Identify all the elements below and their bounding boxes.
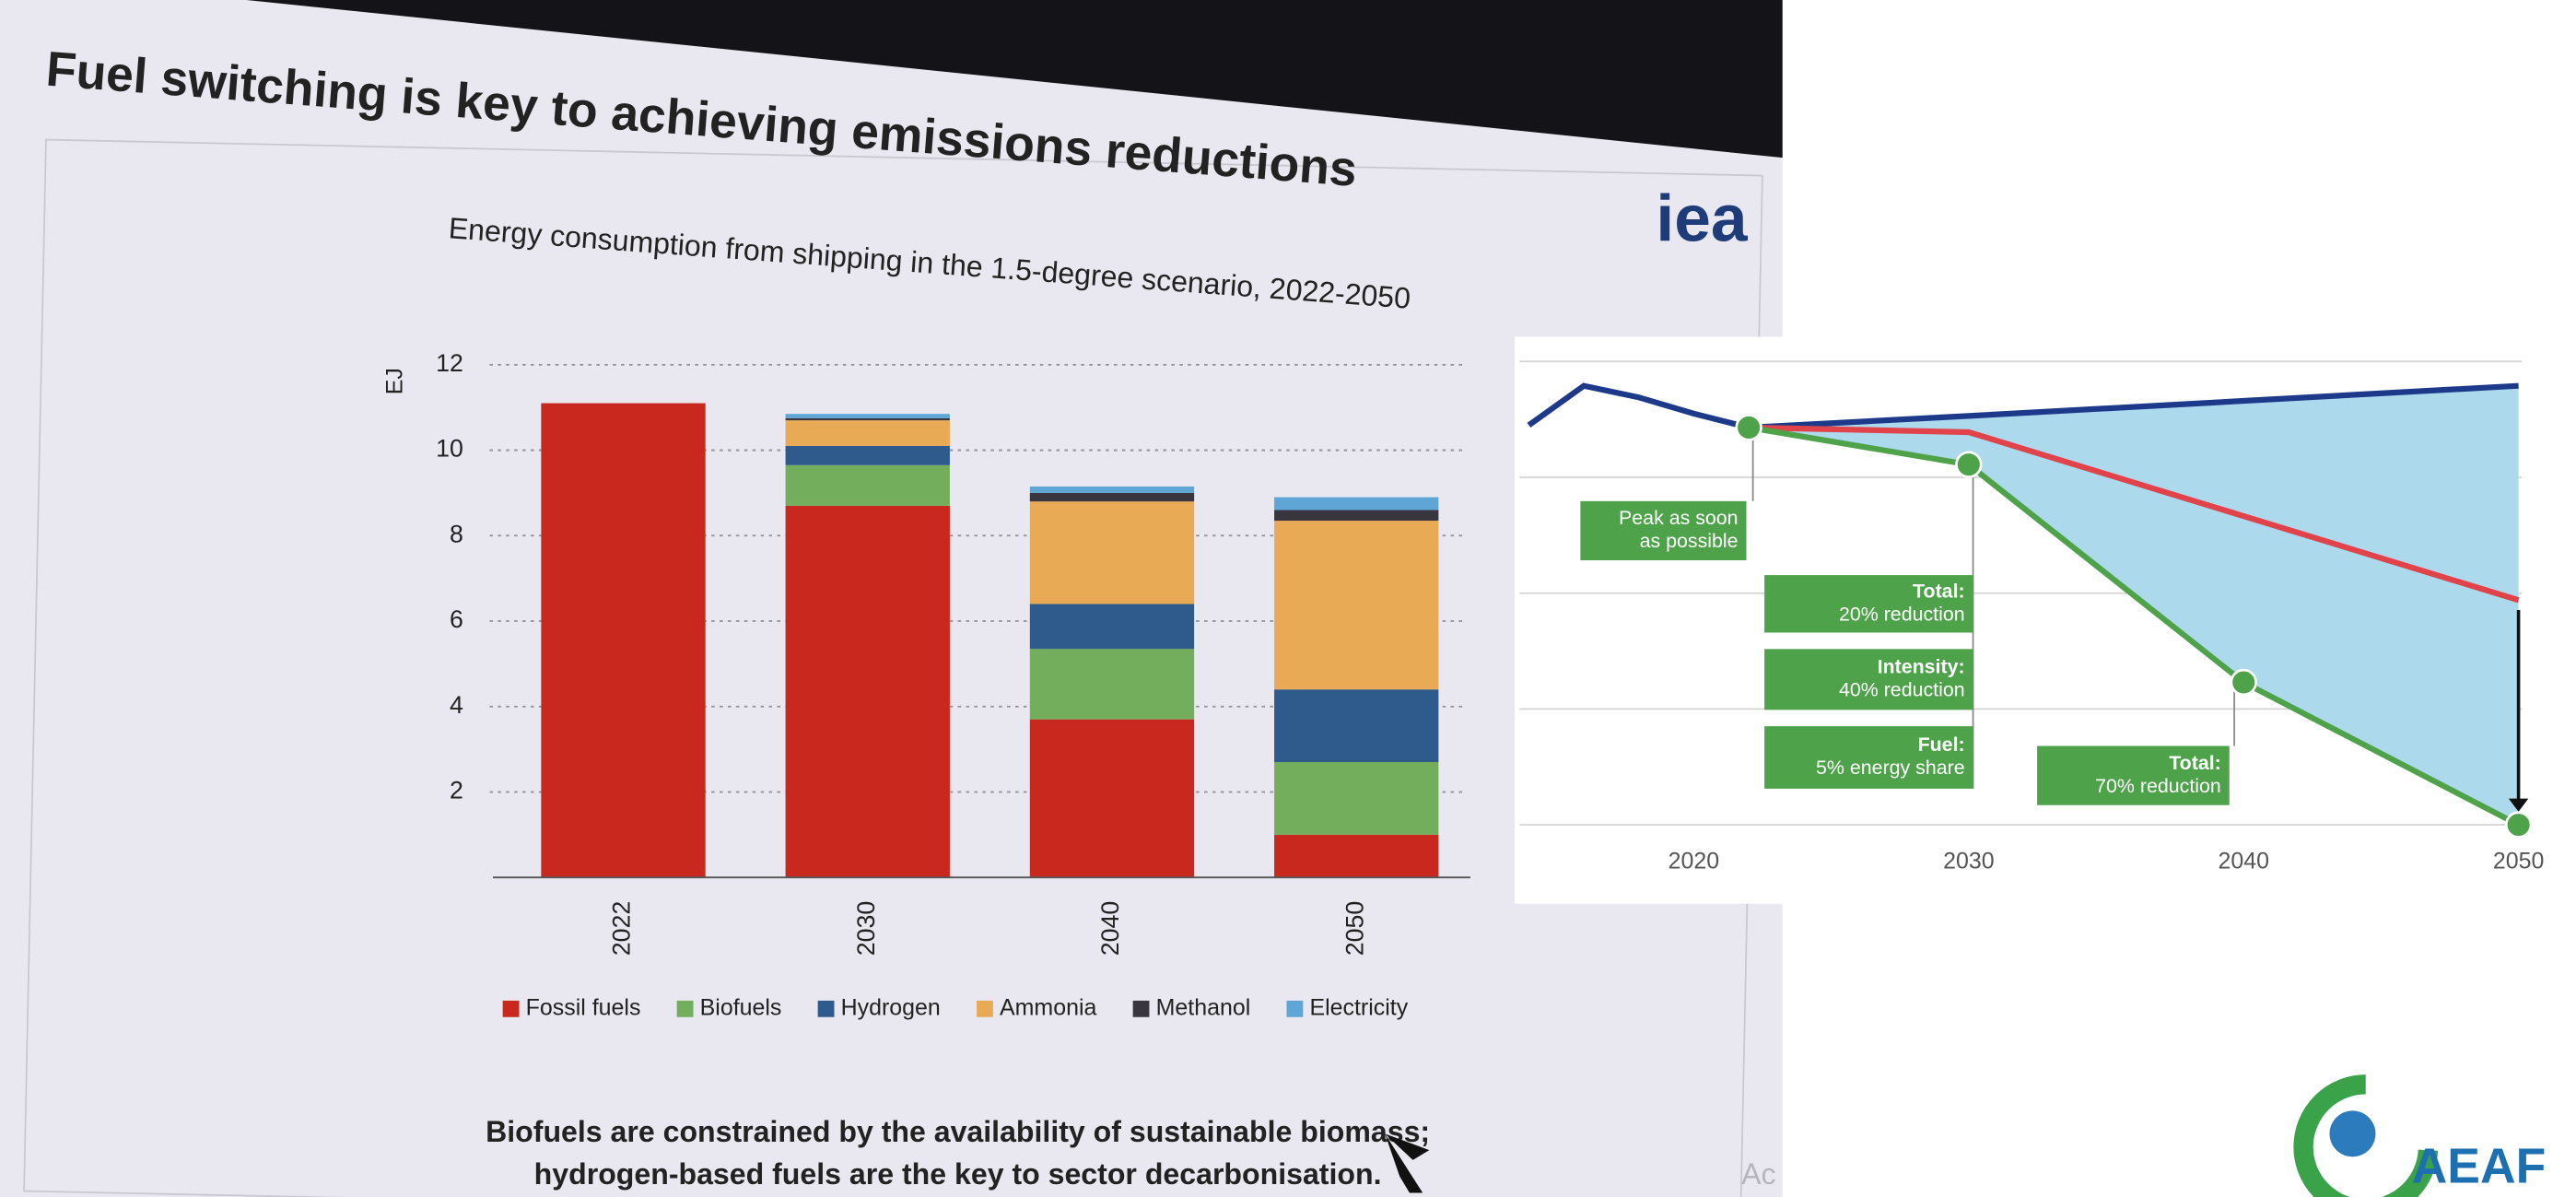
legend-swatch xyxy=(503,1001,520,1017)
bar-segment xyxy=(786,506,950,877)
point-marker xyxy=(2506,813,2531,838)
bar-segment xyxy=(1030,649,1194,719)
legend-swatch xyxy=(977,1001,993,1017)
logo-text: AEAF xyxy=(2412,1140,2547,1194)
annotation-text: Intensity: xyxy=(1878,655,1965,677)
annotation-text: 5% energy share xyxy=(1816,757,1965,779)
bar-segment xyxy=(1030,501,1194,604)
annotation-text: Total: xyxy=(1913,580,1965,602)
legend-label: Electricity xyxy=(1309,994,1408,1020)
annotation-text: 40% reduction xyxy=(1839,678,1965,700)
y-axis-label: EJ xyxy=(381,368,407,394)
bar-segment xyxy=(1030,487,1194,493)
x-tick-label: 2050 xyxy=(2493,849,2545,874)
y-tick-label: 2 xyxy=(450,777,463,804)
legend-swatch xyxy=(1133,1001,1150,1017)
annotation-text: as possible xyxy=(1640,530,1739,552)
annotation-text: Fuel: xyxy=(1918,733,1965,756)
bar-segment xyxy=(1030,720,1194,878)
x-tick-label: 2030 xyxy=(1943,849,1995,874)
point-marker xyxy=(1956,452,1981,477)
bar-segment xyxy=(1274,510,1438,521)
legend-label: Hydrogen xyxy=(841,994,941,1020)
bar-segment xyxy=(1274,689,1438,762)
legend-label: Ammonia xyxy=(1000,994,1097,1020)
bar-segment xyxy=(1274,498,1438,510)
legend-swatch xyxy=(1286,1001,1303,1017)
x-tick-label: 2040 xyxy=(1096,901,1124,956)
bar-segment xyxy=(1274,762,1438,835)
legend-label: Biofuels xyxy=(700,994,782,1020)
y-tick-label: 6 xyxy=(450,605,463,633)
point-marker xyxy=(2231,670,2256,695)
annotation-text: 70% reduction xyxy=(2095,775,2221,797)
y-tick-label: 8 xyxy=(450,520,463,547)
bar-segment xyxy=(786,414,950,418)
x-tick-label: 2022 xyxy=(608,901,636,956)
legend-swatch xyxy=(677,1001,694,1017)
bar-segment xyxy=(541,404,705,878)
x-tick-label: 2050 xyxy=(1341,901,1368,956)
watermark: Ac xyxy=(1741,1157,1775,1191)
legend-swatch xyxy=(818,1001,835,1017)
bar-segment xyxy=(786,418,950,420)
x-tick-label: 2020 xyxy=(1669,849,1720,874)
bar-segment xyxy=(786,446,950,465)
caption-line: hydrogen-based fuels are the key to sect… xyxy=(534,1157,1382,1191)
annotation-text: 20% reduction xyxy=(1839,603,1965,625)
x-tick-label: 2030 xyxy=(852,901,880,956)
y-tick-label: 4 xyxy=(450,691,463,719)
bar-segment xyxy=(1030,493,1194,501)
screenshot: Fuel switching is key to achieving emiss… xyxy=(0,0,2576,1197)
bar-segment xyxy=(786,465,950,506)
annotation-text: Peak as soon xyxy=(1619,507,1739,529)
point-marker xyxy=(1737,416,1762,440)
page: {"slide": {"title": "Fuel switching is k… xyxy=(0,0,2576,1197)
legend-label: Methanol xyxy=(1156,994,1251,1020)
annotation-text: Total: xyxy=(2169,752,2221,774)
x-tick-label: 2040 xyxy=(2218,849,2269,874)
logo-dot xyxy=(2329,1110,2375,1156)
legend-label: Fossil fuels xyxy=(526,994,641,1020)
iea-logo: iea xyxy=(1656,182,1748,255)
bar-segment xyxy=(1274,835,1438,877)
y-tick-label: 10 xyxy=(436,435,463,463)
y-tick-label: 12 xyxy=(436,349,463,377)
bar-segment xyxy=(1274,521,1438,689)
bar-segment xyxy=(1030,604,1194,649)
bar-segment xyxy=(786,420,950,446)
caption-line: Biofuels are constrained by the availabi… xyxy=(486,1115,1430,1148)
